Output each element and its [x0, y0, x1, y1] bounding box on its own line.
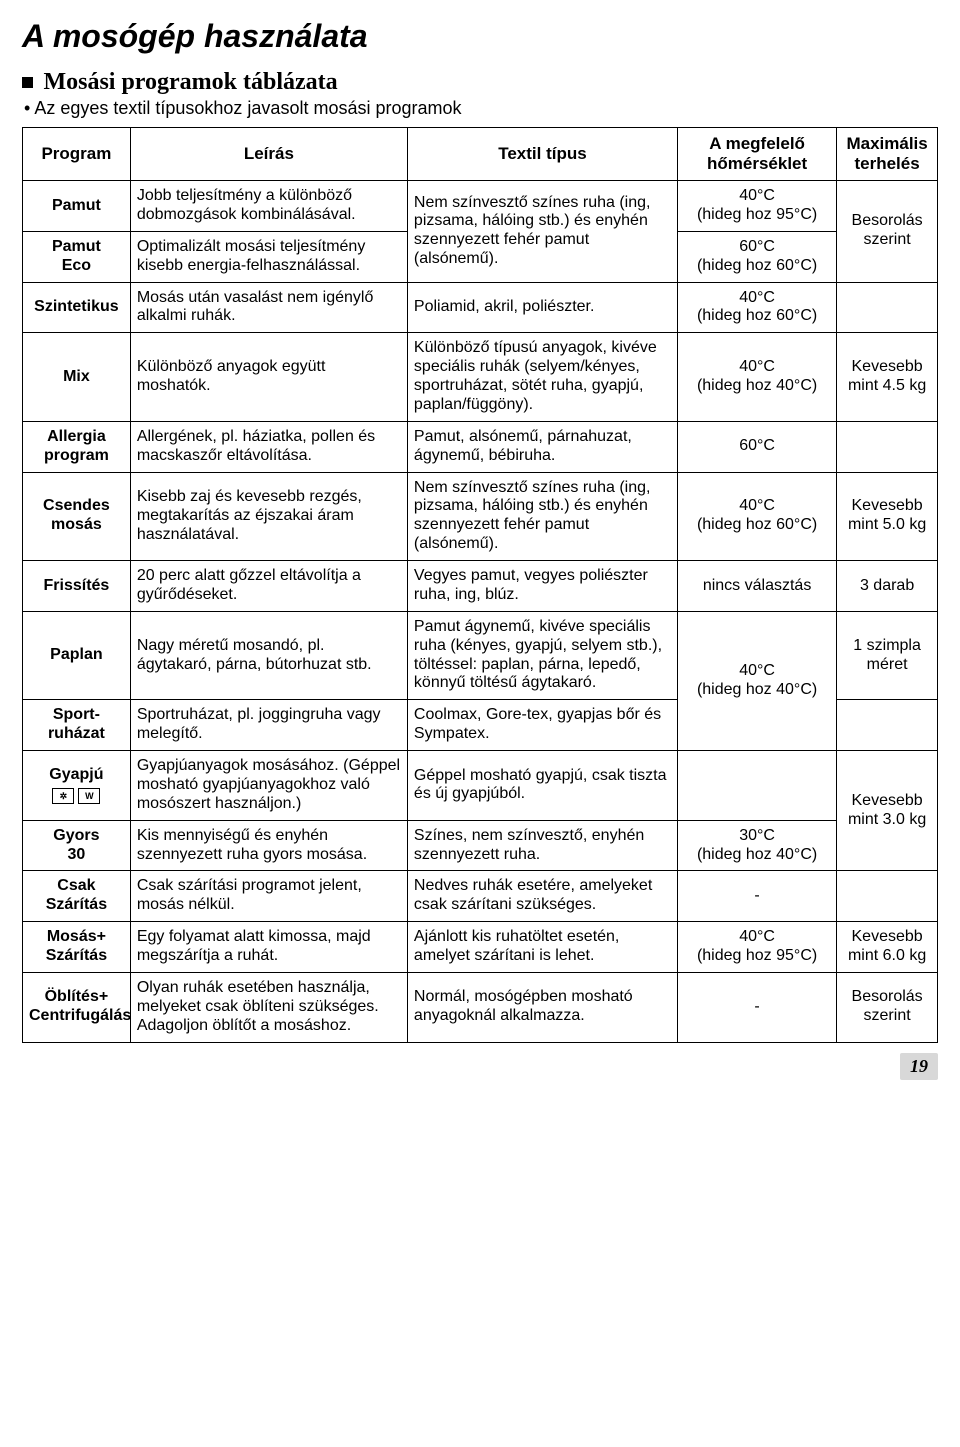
- prog-csak-szaritas: CsakSzárítás: [23, 871, 131, 922]
- prog-mosas-szaritas: Mosás+Szárítás: [23, 922, 131, 973]
- prog-szintetikus: Szintetikus: [23, 282, 131, 333]
- desc-allergia: Allergének, pl. háziatka, pollen és macs…: [130, 421, 407, 472]
- load-pamut-group: Besorolás szerint: [837, 181, 938, 283]
- prog-pamut: Pamut: [23, 181, 131, 232]
- textile-oblites: Normál, mosógépben mosható anyagoknál al…: [407, 972, 677, 1042]
- th-description: Leírás: [130, 128, 407, 181]
- prog-sport: Sport-ruházat: [23, 700, 131, 751]
- temp-gyors30: 30°C(hideg hoz 40°C): [677, 820, 836, 871]
- prog-pamut-eco: PamutEco: [23, 231, 131, 282]
- load-gyapju-gyors: Kevesebb mint 3.0 kg: [837, 751, 938, 871]
- load-oblites: Besorolás szerint: [837, 972, 938, 1042]
- page-number: 19: [900, 1053, 938, 1080]
- temp-allergia: 60°C: [677, 421, 836, 472]
- textile-sport: Coolmax, Gore-tex, gyapjas bőr és Sympat…: [407, 700, 677, 751]
- section-subdesc: Az egyes textil típusokhoz javasolt mosá…: [24, 98, 938, 119]
- textile-mosas-szaritas: Ajánlott kis ruhatöltet esetén, amelyet …: [407, 922, 677, 973]
- desc-csendes: Kisebb zaj és kevesebb rezgés, megtakarí…: [130, 472, 407, 561]
- textile-gyapju: Géppel mosható gyapjú, csak tiszta és új…: [407, 751, 677, 821]
- load-mosas-szaritas: Kevesebb mint 6.0 kg: [837, 922, 938, 973]
- textile-csendes: Nem színvesztő színes ruha (ing, pizsama…: [407, 472, 677, 561]
- textile-mix: Különböző típusú anyagok, kivéve speciál…: [407, 333, 677, 422]
- load-sport: [837, 700, 938, 751]
- prog-mix: Mix: [23, 333, 131, 422]
- desc-csak-szaritas: Csak szárítási programot jelent, mosás n…: [130, 871, 407, 922]
- desc-gyapju: Gyapjúanyagok mosásához. (Géppel mosható…: [130, 751, 407, 821]
- desc-paplan: Nagy méretű mosandó, pl. ágytakaró, párn…: [130, 611, 407, 700]
- temp-csendes: 40°C(hideg hoz 60°C): [677, 472, 836, 561]
- load-frissites: 3 darab: [837, 561, 938, 612]
- desc-oblites: Olyan ruhák esetében használja, melyeket…: [130, 972, 407, 1042]
- desc-sport: Sportruházat, pl. joggingruha vagy meleg…: [130, 700, 407, 751]
- woolmark-icon: ✲W: [29, 788, 124, 804]
- temp-pamut: 40°C(hideg hoz 95°C): [677, 181, 836, 232]
- prog-gyapju: Gyapjú✲W: [23, 751, 131, 821]
- load-allergia: [837, 421, 938, 472]
- table-row: CsendesmosásKisebb zaj és kevesebb rezgé…: [23, 472, 938, 561]
- table-row: AllergiaprogramAllergének, pl. háziatka,…: [23, 421, 938, 472]
- subtitle-row: Mosási programok táblázata: [22, 69, 938, 96]
- square-bullet-icon: [22, 77, 33, 88]
- temp-mosas-szaritas: 40°C(hideg hoz 95°C): [677, 922, 836, 973]
- desc-pamut-eco: Optimalizált mosási teljesítmény kisebb …: [130, 231, 407, 282]
- page-footer: 19: [22, 1053, 938, 1080]
- desc-gyors30: Kis mennyiségű és enyhén szennyezett ruh…: [130, 820, 407, 871]
- temp-oblites: -: [677, 972, 836, 1042]
- prog-paplan: Paplan: [23, 611, 131, 700]
- page-title: A mosógép használata: [22, 18, 938, 55]
- th-program: Program: [23, 128, 131, 181]
- prog-allergia: Allergiaprogram: [23, 421, 131, 472]
- desc-pamut: Jobb teljesítmény a különböző dobmozgáso…: [130, 181, 407, 232]
- textile-allergia: Pamut, alsónemű, párnahuzat, ágynemű, bé…: [407, 421, 677, 472]
- desc-frissites: 20 perc alatt gőzzel eltávolítja a gyűrő…: [130, 561, 407, 612]
- prog-oblites: Öblítés+Centrifugálás: [23, 972, 131, 1042]
- table-row: SzintetikusMosás után vasalást nem igény…: [23, 282, 938, 333]
- temp-mix: 40°C(hideg hoz 40°C): [677, 333, 836, 422]
- textile-szintetikus: Poliamid, akril, poliészter.: [407, 282, 677, 333]
- section-subtitle: Mosási programok táblázata: [43, 69, 337, 95]
- temp-pamut-eco: 60°C(hideg hoz 60°C): [677, 231, 836, 282]
- textile-paplan: Pamut ágynemű, kivéve speciális ruha (ké…: [407, 611, 677, 700]
- table-row: Öblítés+CentrifugálásOlyan ruhák esetébe…: [23, 972, 938, 1042]
- table-row: PamutJobb teljesítmény a különböző dobmo…: [23, 181, 938, 232]
- table-row: MixKülönböző anyagok együtt moshatók.Kül…: [23, 333, 938, 422]
- table-row: Gyapjú✲WGyapjúanyagok mosásához. (Géppel…: [23, 751, 938, 821]
- temp-gyapju: [677, 751, 836, 821]
- load-csak-szaritas: [837, 871, 938, 922]
- temp-frissites: nincs választás: [677, 561, 836, 612]
- textile-csak-szaritas: Nedves ruhák esetére, amelyeket csak szá…: [407, 871, 677, 922]
- temp-csak-szaritas: -: [677, 871, 836, 922]
- table-row: Mosás+SzárításEgy folyamat alatt kimossa…: [23, 922, 938, 973]
- desc-mosas-szaritas: Egy folyamat alatt kimossa, majd megszár…: [130, 922, 407, 973]
- temp-szintetikus: 40°C(hideg hoz 60°C): [677, 282, 836, 333]
- load-paplan: 1 szimpla méret: [837, 611, 938, 700]
- textile-pamut-group: Nem színvesztő színes ruha (ing, pizsama…: [407, 181, 677, 283]
- th-temperature: A megfelelő hőmérséklet: [677, 128, 836, 181]
- textile-frissites: Vegyes pamut, vegyes poliészter ruha, in…: [407, 561, 677, 612]
- th-textile: Textil típus: [407, 128, 677, 181]
- wash-programs-table: Program Leírás Textil típus A megfelelő …: [22, 127, 938, 1043]
- table-row: Gyors30Kis mennyiségű és enyhén szennyez…: [23, 820, 938, 871]
- load-csendes: Kevesebb mint 5.0 kg: [837, 472, 938, 561]
- prog-frissites: Frissítés: [23, 561, 131, 612]
- prog-gyors30: Gyors30: [23, 820, 131, 871]
- desc-mix: Különböző anyagok együtt moshatók.: [130, 333, 407, 422]
- textile-gyors30: Színes, nem színvesztő, enyhén szennyeze…: [407, 820, 677, 871]
- table-row: CsakSzárításCsak szárítási programot jel…: [23, 871, 938, 922]
- table-row: Frissítés20 perc alatt gőzzel eltávolítj…: [23, 561, 938, 612]
- temp-paplan-sport: 40°C(hideg hoz 40°C): [677, 611, 836, 750]
- load-mix: Kevesebb mint 4.5 kg: [837, 333, 938, 422]
- table-header-row: Program Leírás Textil típus A megfelelő …: [23, 128, 938, 181]
- desc-szintetikus: Mosás után vasalást nem igénylő alkalmi …: [130, 282, 407, 333]
- prog-csendes: Csendesmosás: [23, 472, 131, 561]
- th-max-load: Maximális terhelés: [837, 128, 938, 181]
- load-szintetikus: [837, 282, 938, 333]
- table-row: PaplanNagy méretű mosandó, pl. ágytakaró…: [23, 611, 938, 700]
